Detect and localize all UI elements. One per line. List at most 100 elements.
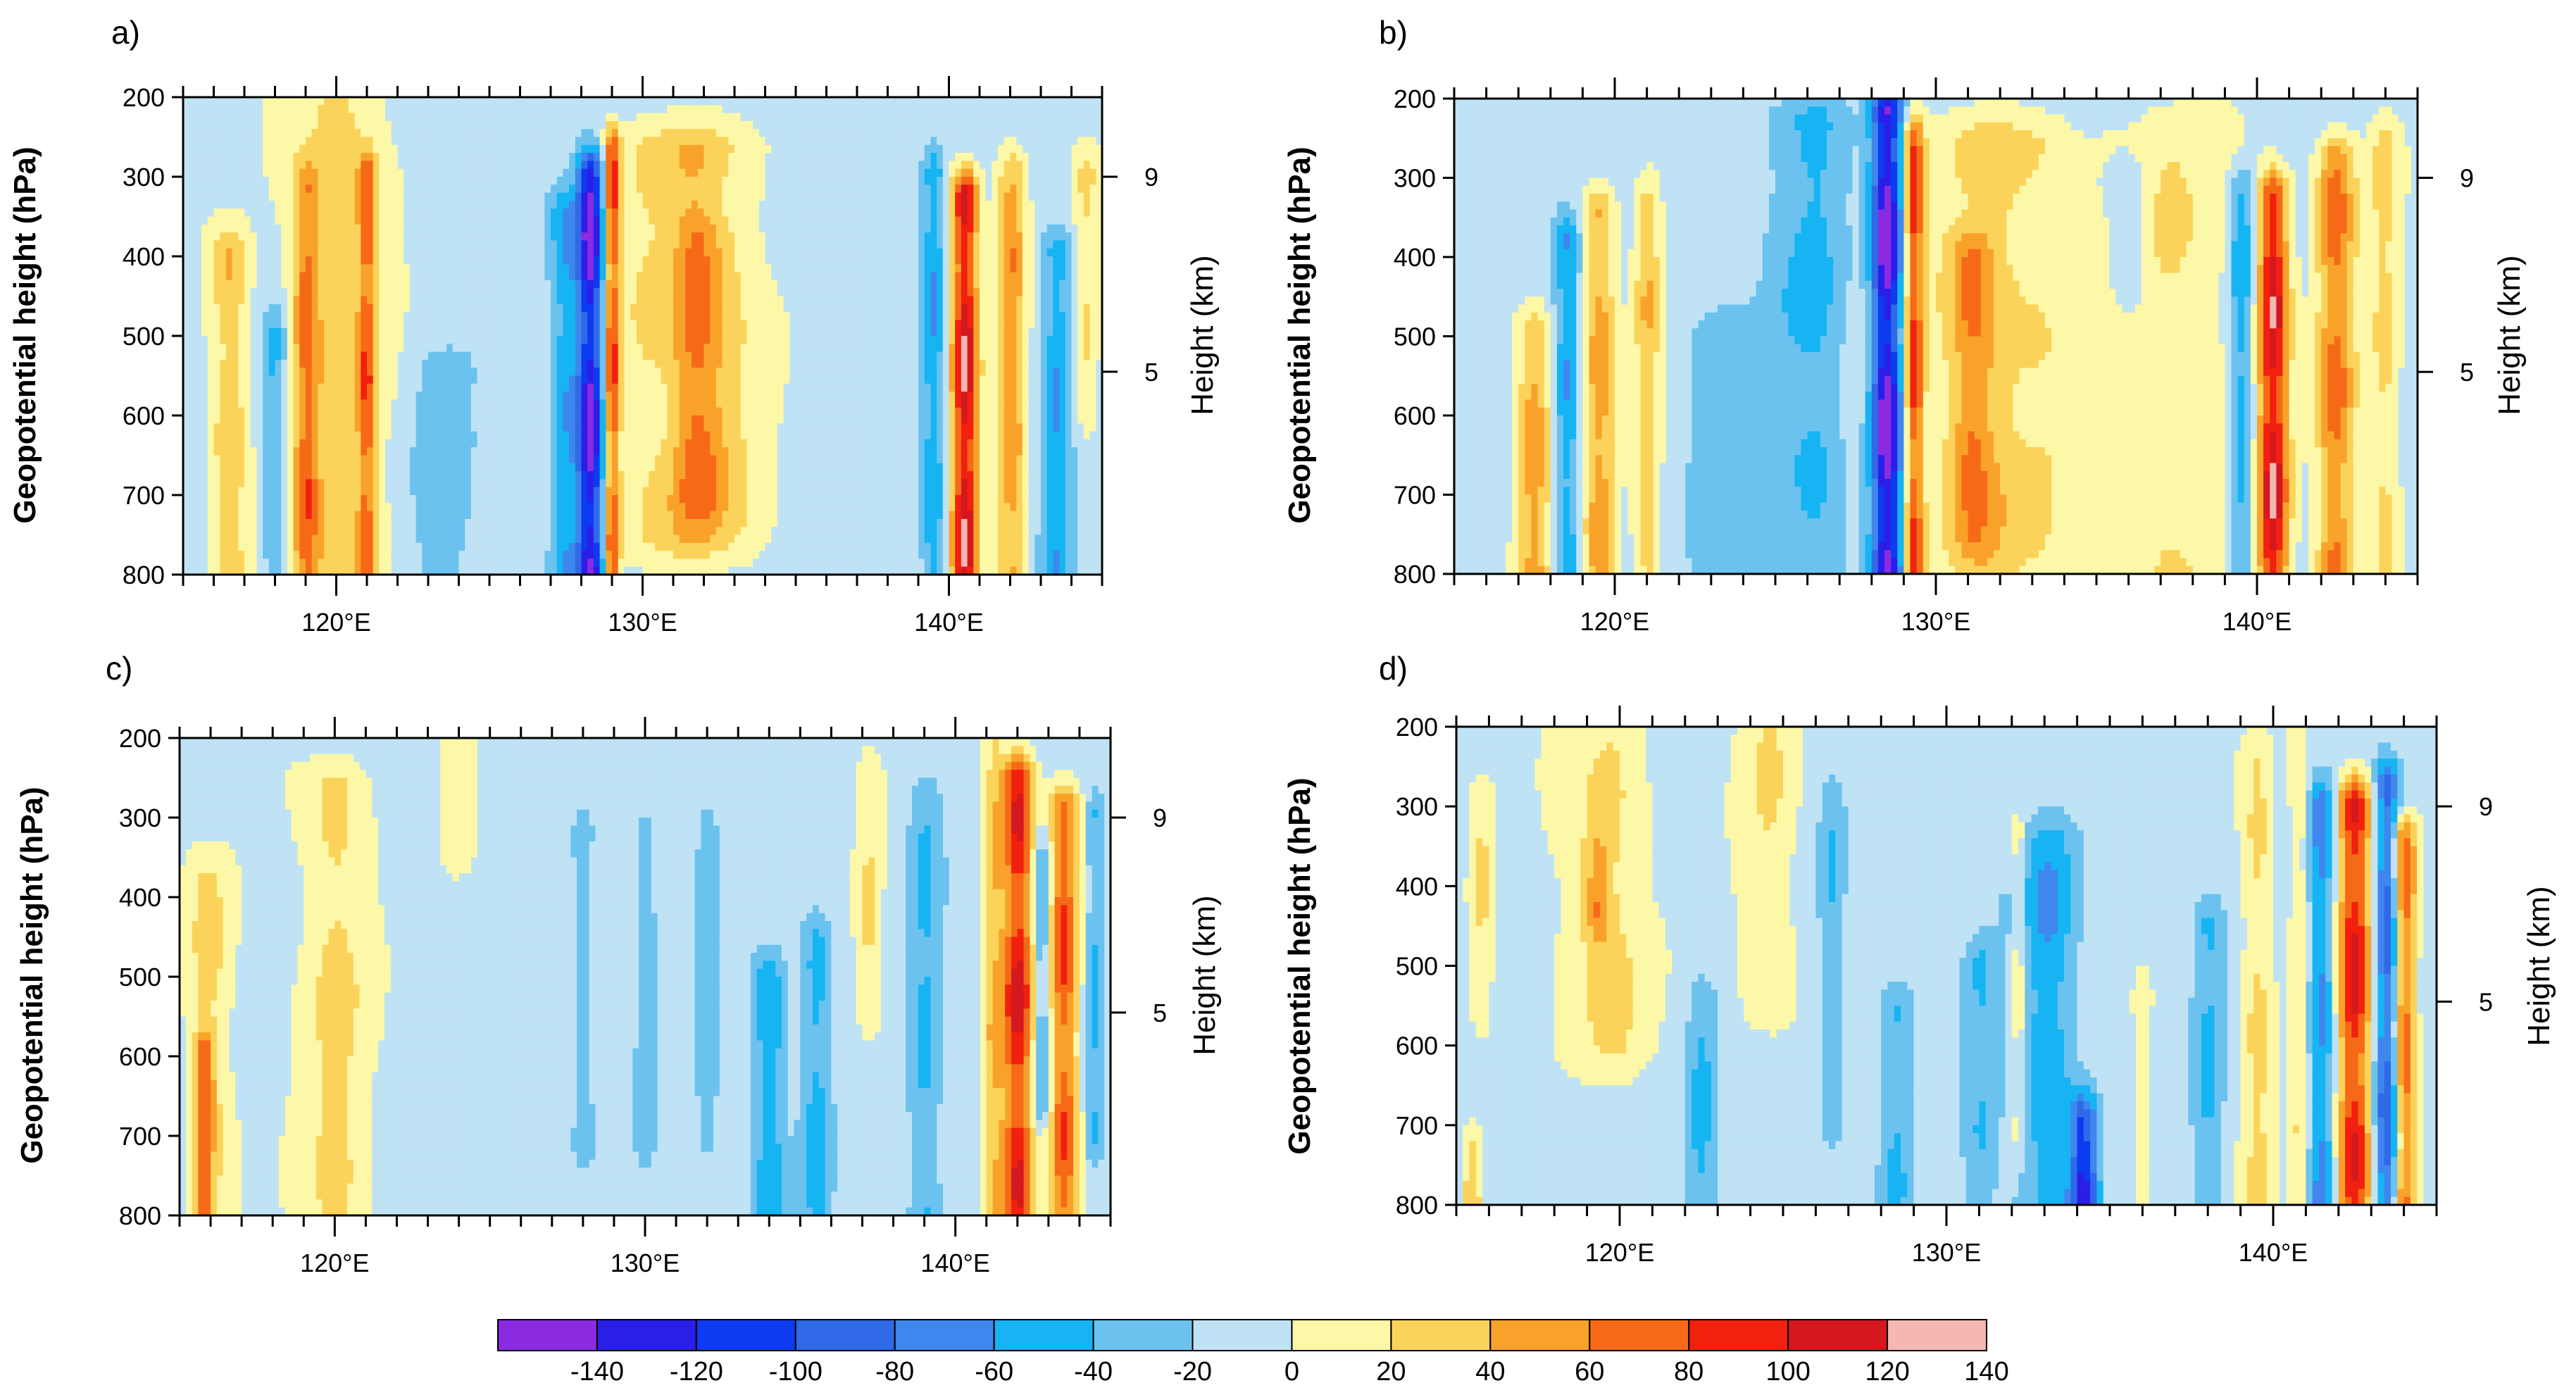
contour-cell	[679, 161, 686, 170]
contour-cell	[195, 455, 202, 464]
contour-cell	[551, 304, 558, 313]
contour-cell	[470, 168, 478, 177]
contour-cell	[287, 511, 294, 520]
contour-cell	[593, 359, 601, 368]
contour-cell	[428, 232, 435, 241]
contour-cell	[556, 415, 563, 424]
contour-cell	[195, 304, 202, 313]
contour-cell	[606, 256, 613, 265]
contour-cell	[404, 415, 411, 424]
contour-cell	[391, 240, 399, 249]
contour-cell	[581, 415, 588, 424]
contour-cell	[263, 264, 270, 273]
contour-cell	[201, 304, 208, 313]
contour-cell	[422, 137, 429, 146]
contour-cell	[606, 399, 613, 408]
contour-cell	[336, 177, 343, 185]
contour-cell	[311, 518, 318, 527]
contour-cell	[373, 527, 380, 536]
contour-cell	[489, 487, 496, 496]
contour-cell	[477, 527, 484, 536]
contour-cell	[201, 344, 208, 353]
contour-cell	[477, 487, 484, 496]
contour-cell	[256, 566, 263, 575]
contour-cell	[220, 168, 227, 177]
contour-cell	[287, 375, 294, 384]
contour-cell	[501, 463, 508, 472]
contour-cell	[501, 479, 508, 488]
contour-cell	[324, 392, 331, 400]
contour-cell	[538, 168, 545, 177]
contour-cell	[348, 200, 356, 209]
contour-cell	[532, 471, 539, 480]
contour-cell	[495, 351, 502, 361]
contour-cell	[556, 351, 563, 361]
contour-cell	[501, 177, 508, 185]
contour-cell	[256, 280, 263, 289]
contour-cell	[311, 336, 318, 344]
contour-cell	[440, 272, 447, 281]
contour-cell	[458, 200, 465, 209]
contour-cell	[225, 439, 233, 448]
contour-cell	[513, 518, 521, 527]
contour-cell	[348, 431, 356, 440]
contour-cell	[520, 471, 527, 480]
contour-cell	[311, 447, 318, 456]
contour-cell	[263, 272, 270, 281]
contour-cell	[636, 463, 644, 472]
contour-cell	[470, 192, 478, 201]
contour-cell	[563, 288, 570, 297]
contour-cell	[385, 383, 392, 392]
contour-cell	[293, 113, 300, 122]
contour-cell	[367, 153, 374, 161]
contour-cell	[501, 431, 508, 440]
contour-cell	[281, 542, 288, 551]
contour-cell	[513, 280, 521, 289]
contour-cell	[275, 511, 282, 520]
contour-cell	[630, 423, 637, 432]
contour-cell	[250, 558, 257, 568]
contour-cell	[483, 447, 490, 456]
contour-cell	[649, 200, 656, 209]
contour-cell	[556, 232, 563, 241]
contour-cell	[520, 288, 527, 297]
contour-cell	[446, 105, 454, 114]
contour-cell	[440, 168, 447, 177]
contour-cell	[654, 312, 662, 320]
contour-cell	[263, 399, 270, 408]
contour-cell	[379, 542, 386, 551]
contour-cell	[642, 296, 649, 305]
contour-cell	[661, 336, 668, 344]
contour-cell	[195, 518, 202, 527]
contour-cell	[593, 129, 601, 138]
contour-cell	[428, 558, 435, 568]
contour-cell	[489, 455, 496, 464]
contour-cell	[612, 272, 619, 281]
contour-cell	[692, 137, 699, 146]
contour-cell	[551, 344, 558, 353]
contour-cell	[428, 423, 435, 432]
contour-cell	[465, 383, 472, 392]
contour-cell	[556, 455, 563, 464]
contour-cell	[685, 216, 692, 225]
contour-cell	[483, 120, 490, 130]
contour-cell	[618, 184, 625, 194]
contour-cell	[551, 320, 558, 329]
contour-cell	[348, 137, 356, 146]
contour-cell	[263, 487, 270, 496]
contour-cell	[636, 359, 644, 368]
contour-cell	[612, 439, 619, 448]
contour-cell	[551, 232, 558, 241]
contour-cell	[244, 296, 251, 305]
contour-cell	[526, 495, 533, 503]
contour-cell	[232, 177, 239, 185]
contour-cell	[281, 527, 288, 536]
contour-cell	[434, 471, 441, 480]
contour-cell	[354, 447, 361, 456]
contour-cell	[477, 256, 484, 265]
contour-cell	[256, 392, 263, 400]
contour-cell	[452, 312, 460, 320]
contour-cell	[330, 566, 337, 575]
contour-cell	[415, 304, 423, 313]
contour-cell	[299, 487, 306, 496]
